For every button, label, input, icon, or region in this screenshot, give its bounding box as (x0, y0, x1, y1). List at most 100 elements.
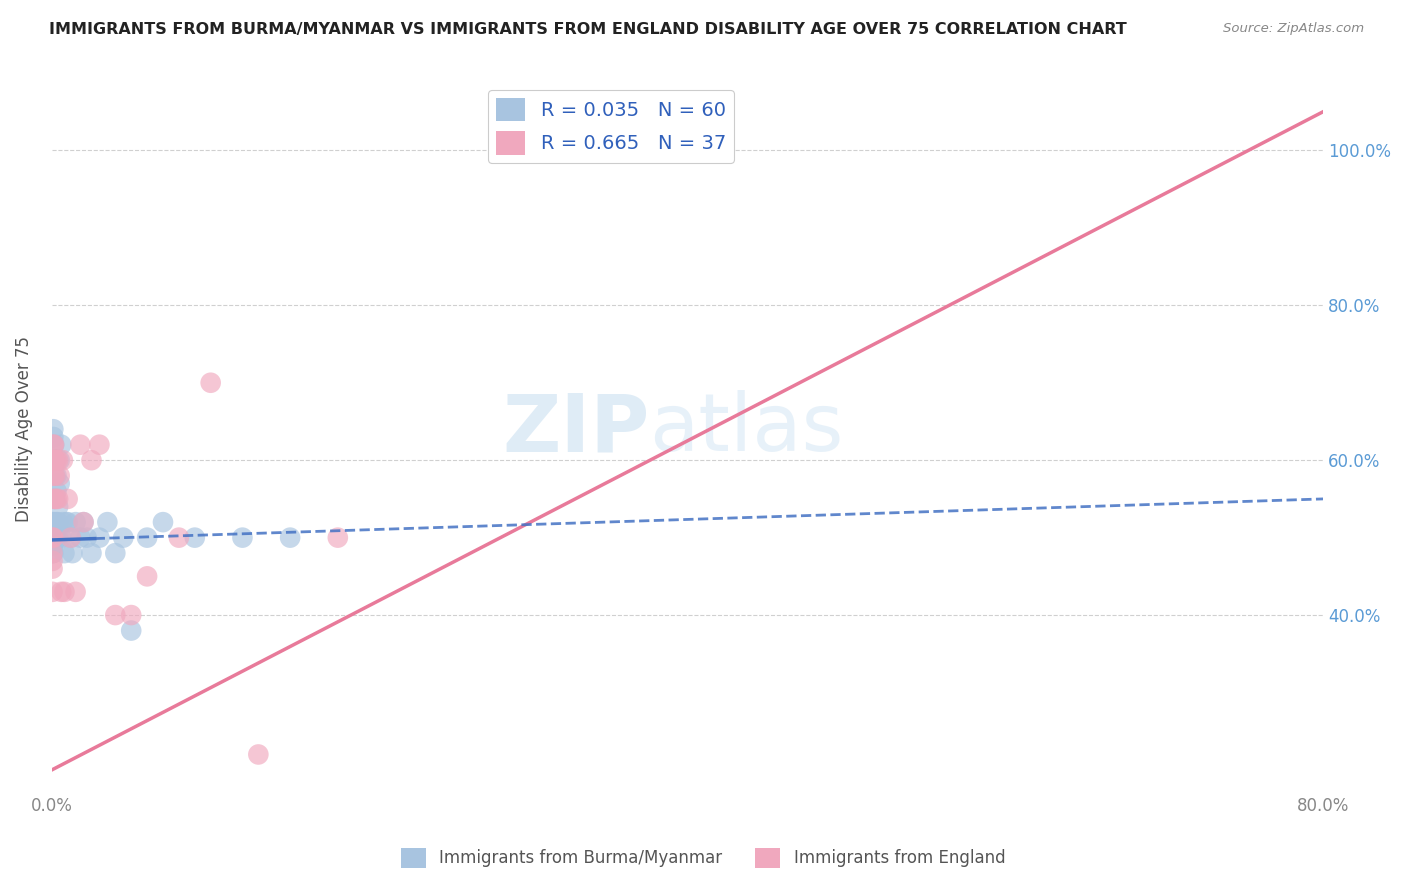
Point (46, 515, 69, 529)
Point (44, 438, 66, 452)
Point (80, 546, 103, 560)
Point (41, 546, 63, 560)
Point (44, 491, 66, 506)
Point (48, 453, 70, 467)
Legend: Immigrants from Burma/Myanmar, Immigrants from England: Immigrants from Burma/Myanmar, Immigrant… (394, 841, 1012, 875)
Point (48, 468, 70, 483)
Point (42, 531, 65, 545)
Text: Source: ZipAtlas.com: Source: ZipAtlas.com (1223, 22, 1364, 36)
Point (72, 515, 94, 529)
Point (41, 546, 63, 560)
Point (120, 624, 142, 638)
Point (44, 453, 66, 467)
Point (247, 747, 270, 762)
Point (42, 546, 65, 560)
Point (42, 491, 65, 506)
Point (45, 491, 67, 506)
Point (52, 515, 75, 529)
Point (136, 531, 159, 545)
Point (152, 515, 174, 529)
Point (41, 585, 63, 599)
Point (41, 531, 63, 545)
Point (69, 438, 91, 452)
Point (59, 531, 82, 545)
Point (62, 546, 84, 560)
Point (41, 538, 63, 552)
Y-axis label: Disability Age Over 75: Disability Age Over 75 (15, 336, 32, 522)
Point (89, 531, 111, 545)
Point (65, 515, 87, 529)
Point (112, 531, 135, 545)
Point (89, 438, 111, 452)
Point (41, 531, 63, 545)
Point (51, 438, 73, 452)
Point (44, 453, 66, 467)
Point (45, 484, 67, 499)
Point (46, 500, 69, 514)
Point (41, 538, 63, 552)
Point (136, 569, 159, 583)
Point (51, 531, 73, 545)
Point (42, 422, 65, 436)
Point (45, 531, 67, 545)
Point (231, 531, 253, 545)
Point (46, 453, 69, 467)
Point (41, 554, 63, 568)
Point (200, 376, 222, 390)
Point (41, 531, 63, 545)
Point (44, 531, 66, 545)
Legend: R = 0.035   N = 60, R = 0.665   N = 37: R = 0.035 N = 60, R = 0.665 N = 37 (488, 90, 734, 162)
Point (42, 523, 65, 537)
Point (96, 515, 118, 529)
Point (120, 608, 142, 623)
Point (41, 523, 63, 537)
Point (104, 546, 127, 560)
Point (41, 561, 63, 575)
Text: ZIP: ZIP (502, 390, 650, 468)
Point (45, 468, 67, 483)
Point (41, 515, 63, 529)
Point (42, 438, 65, 452)
Point (42, 468, 65, 483)
Point (42, 531, 65, 545)
Point (104, 608, 127, 623)
Point (80, 453, 103, 467)
Point (45, 515, 67, 529)
Point (44, 453, 66, 467)
Point (56, 491, 79, 506)
Point (56, 515, 79, 529)
Point (53, 546, 76, 560)
Text: atlas: atlas (650, 390, 844, 468)
Point (76, 531, 98, 545)
Point (44, 438, 66, 452)
Point (59, 531, 82, 545)
Point (167, 531, 190, 545)
Point (42, 531, 65, 545)
Point (42, 538, 65, 552)
Point (48, 476, 70, 491)
Point (44, 531, 66, 545)
Point (41, 523, 63, 537)
Point (42, 430, 65, 444)
Point (42, 531, 65, 545)
Point (69, 531, 91, 545)
Point (72, 515, 94, 529)
Point (55, 515, 77, 529)
Text: IMMIGRANTS FROM BURMA/MYANMAR VS IMMIGRANTS FROM ENGLAND DISABILITY AGE OVER 75 : IMMIGRANTS FROM BURMA/MYANMAR VS IMMIGRA… (49, 22, 1128, 37)
Point (326, 531, 349, 545)
Point (51, 585, 73, 599)
Point (42, 453, 65, 467)
Point (44, 491, 66, 506)
Point (278, 531, 301, 545)
Point (46, 531, 69, 545)
Point (41, 531, 63, 545)
Point (53, 585, 76, 599)
Point (44, 468, 66, 483)
Point (41, 531, 63, 545)
Point (45, 453, 67, 467)
Point (44, 515, 66, 529)
Point (65, 585, 87, 599)
Point (52, 453, 75, 467)
Point (184, 531, 207, 545)
Point (44, 468, 66, 483)
